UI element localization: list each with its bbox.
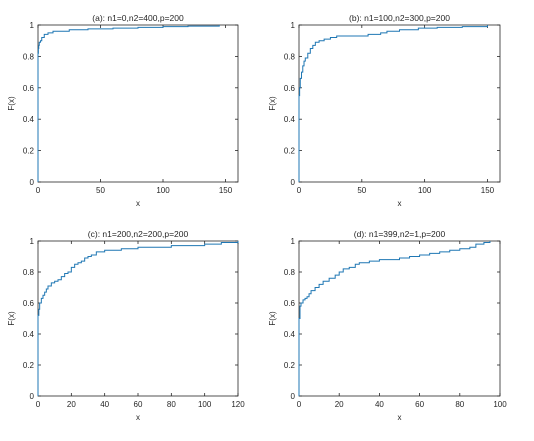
- chart-a-axes-frame: [37, 24, 239, 183]
- chart-d-ytick-label: 0.8: [284, 268, 296, 277]
- chart-c-ytick-label: 0.2: [23, 361, 35, 370]
- chart-c-xtick-label: 80: [167, 400, 176, 409]
- chart-b-ytick-label: 0.6: [284, 84, 296, 93]
- chart-d-xtick-label: 40: [375, 400, 384, 409]
- chart-b-title: (b): n1=100,n2=300,p=200: [349, 13, 450, 23]
- chart-c-ytick-label: 0.8: [23, 268, 35, 277]
- chart-c-xtick-label: 60: [134, 400, 143, 409]
- chart-d-ylabel: F(x): [268, 311, 277, 326]
- chart-c-ytick-label: 1: [30, 237, 35, 246]
- chart-d-axes-frame: [298, 240, 501, 397]
- chart-c-ytick-label: 0.6: [23, 299, 35, 308]
- chart-c-xlabel: x: [136, 413, 140, 422]
- chart-c-title: (c): n1=200,n2=200,p=200: [88, 229, 189, 239]
- chart-b-ytick-label: 0: [291, 178, 296, 187]
- chart-a-ytick-label: 0.2: [23, 147, 35, 156]
- chart-b-xtick-label: 0: [297, 186, 302, 195]
- chart-b-ytick-label: 0.4: [284, 115, 296, 124]
- chart-d-title: (d): n1=399,n2=1,p=200: [354, 229, 446, 239]
- chart-c-xtick-label: 40: [100, 400, 109, 409]
- chart-b-xlabel: x: [398, 199, 402, 208]
- chart-a-ytick-label: 1: [30, 21, 35, 30]
- subplot-b: 0 50 100 150 0 0.2 0.4 0.6 0.8 1 (b): n1=100,n2=30…: [268, 13, 501, 208]
- chart-b-axes-frame: [298, 24, 501, 183]
- chart-b-xtick-label: 150: [481, 186, 495, 195]
- chart-d-ytick-label: 0.2: [284, 361, 296, 370]
- chart-b-xtick-label: 50: [357, 186, 366, 195]
- chart-c-ytick-label: 0: [30, 392, 35, 401]
- chart-b-xtick-label: 100: [418, 186, 432, 195]
- chart-a-ytick-label: 0.8: [23, 52, 35, 61]
- subplot-a: 0 50 100 150 0 0.2 0.4 0.6 0.8 1 (a): n1=0,n2=400,…: [7, 13, 239, 208]
- chart-d-ytick-label: 1: [291, 237, 296, 246]
- chart-a-ytick-label: 0.6: [23, 84, 35, 93]
- chart-d-xtick-label: 80: [455, 400, 464, 409]
- chart-b-ytick-label: 1: [291, 21, 296, 30]
- chart-a-xtick-label: 50: [96, 186, 105, 195]
- subplot-c: 0 20 40 60 80 100 120 0 0.2 0.4 0.6 0.8 1 (c): n1=200…: [7, 229, 245, 422]
- chart-a-title: (a): n1=0,n2=400,p=200: [92, 13, 184, 23]
- chart-a-xtick-label: 0: [36, 186, 41, 195]
- chart-a-xtick-label: 150: [219, 186, 233, 195]
- chart-d-ytick-label: 0.4: [284, 330, 296, 339]
- chart-c-xtick-label: 120: [231, 400, 245, 409]
- subplot-d: 0 20 40 60 80 100 0 0.2 0.4 0.6 0.8 1 (d): n1=399,n2…: [268, 229, 507, 422]
- chart-b-ylabel: F(x): [268, 96, 277, 111]
- chart-a-ytick-label: 0: [30, 178, 35, 187]
- chart-a-ytick-label: 0.4: [23, 115, 35, 124]
- chart-a-series-line-1: [37, 25, 220, 182]
- chart-a-xtick-label: 100: [156, 186, 170, 195]
- chart-c-series-line-1: [37, 241, 239, 396]
- chart-b-ytick-label: 0.2: [284, 147, 296, 156]
- chart-d-series-line-1: [298, 241, 491, 396]
- chart-c-ylabel: F(x): [7, 311, 16, 326]
- chart-d-xtick-label: 100: [493, 400, 507, 409]
- chart-c-xtick-label: 20: [67, 400, 76, 409]
- chart-d-xlabel: x: [398, 413, 402, 422]
- chart-c-xtick-label: 100: [198, 400, 212, 409]
- chart-d-xtick-label: 20: [335, 400, 344, 409]
- chart-d-ytick-label: 0: [291, 392, 296, 401]
- chart-b-series-line-1: [298, 25, 488, 182]
- chart-d-xtick-label: 0: [297, 400, 302, 409]
- chart-a-ylabel: F(x): [7, 96, 16, 111]
- chart-c-axes-frame: [37, 240, 239, 397]
- chart-c-ytick-label: 0.4: [23, 330, 35, 339]
- chart-c-xtick-label: 0: [36, 400, 41, 409]
- chart-d-xtick-label: 60: [415, 400, 424, 409]
- chart-b-ytick-label: 0.8: [284, 52, 296, 61]
- chart-d-ytick-label: 0.6: [284, 299, 296, 308]
- chart-a-xlabel: x: [136, 199, 140, 208]
